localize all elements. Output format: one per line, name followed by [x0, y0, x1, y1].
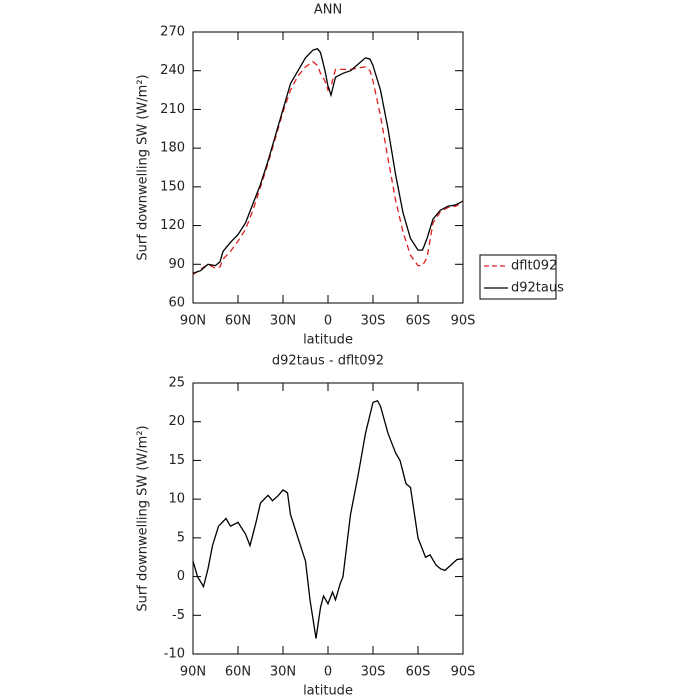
y-tick-label: -10 — [164, 647, 185, 662]
y-tick-label: 60 — [168, 296, 185, 311]
x-tick-label: 60N — [225, 665, 251, 680]
y-tick-label: 90 — [168, 257, 185, 272]
x-tick-label: 90N — [180, 314, 206, 329]
y-tick-label: 270 — [160, 25, 185, 40]
chart-title: ANN — [314, 3, 342, 18]
x-tick-label: 30N — [270, 314, 296, 329]
y-tick-label: 10 — [168, 492, 185, 507]
data-line — [192, 60, 464, 276]
y-tick-label: -5 — [172, 608, 185, 623]
y-tick-label: 120 — [160, 218, 185, 233]
x-tick-label: 60S — [406, 314, 431, 329]
data-line — [192, 400, 464, 639]
data-line — [192, 48, 464, 274]
x-tick-label: 30N — [270, 665, 296, 680]
y-axis-label: Surf downwelling SW (W/m²) — [136, 425, 151, 611]
y-tick-label: 210 — [160, 102, 185, 117]
y-tick-label: 25 — [168, 376, 185, 391]
y-tick-label: 5 — [177, 530, 185, 545]
x-axis-label: latitude — [303, 684, 353, 699]
y-tick-label: 15 — [168, 453, 185, 468]
y-axis-label: Surf downwelling SW (W/m²) — [136, 74, 151, 260]
legend-label: dflt092 — [511, 259, 557, 274]
x-tick-label: 0 — [324, 314, 332, 329]
plot-frame — [192, 31, 464, 304]
x-tick-label: 30S — [361, 665, 386, 680]
x-tick-label: 60N — [225, 314, 251, 329]
x-tick-label: 90S — [451, 665, 476, 680]
plot-frame — [192, 382, 464, 655]
legend-box — [479, 254, 557, 300]
y-tick-label: 240 — [160, 63, 185, 78]
chart-title: d92taus - dflt092 — [272, 354, 384, 369]
x-tick-label: 90N — [180, 665, 206, 680]
y-tick-label: 20 — [168, 414, 185, 429]
x-tick-label: 0 — [324, 665, 332, 680]
y-tick-label: 0 — [177, 569, 185, 584]
x-tick-label: 30S — [361, 314, 386, 329]
x-tick-label: 90S — [451, 314, 476, 329]
x-tick-label: 60S — [406, 665, 431, 680]
legend-label: d92taus — [511, 281, 564, 296]
x-axis-label: latitude — [303, 333, 353, 348]
y-tick-label: 150 — [160, 179, 185, 194]
y-tick-label: 180 — [160, 141, 185, 156]
